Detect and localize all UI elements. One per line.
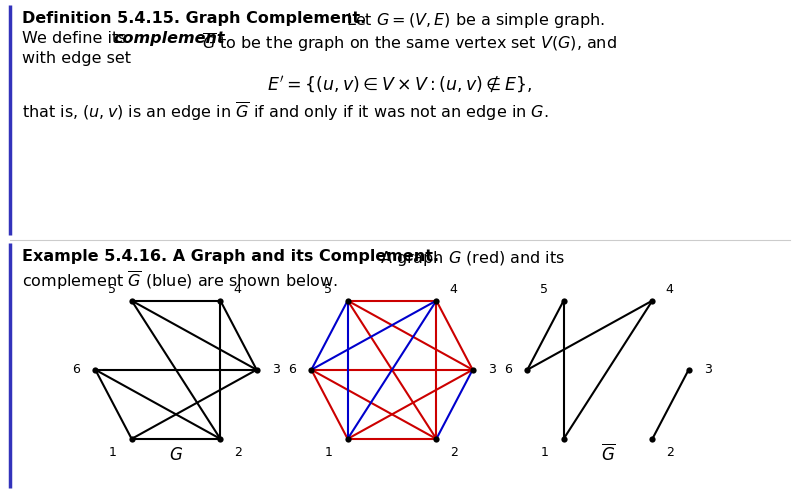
Text: 6: 6 xyxy=(72,363,80,376)
Text: 1: 1 xyxy=(541,446,548,459)
Text: $G$: $G$ xyxy=(169,446,183,464)
Text: 6: 6 xyxy=(504,363,512,376)
Text: complement $\overline{\mathit{G}}$ (blue) are shown below.: complement $\overline{\mathit{G}}$ (blue… xyxy=(22,269,338,292)
Text: 3: 3 xyxy=(488,363,496,376)
Text: Example 5.4.16. A Graph and its Complement.: Example 5.4.16. A Graph and its Compleme… xyxy=(22,249,439,264)
Text: 4: 4 xyxy=(450,282,458,296)
Text: 4: 4 xyxy=(234,282,242,296)
Text: 2: 2 xyxy=(450,446,458,459)
Text: 3: 3 xyxy=(704,363,712,376)
Text: 2: 2 xyxy=(666,446,674,459)
Text: with edge set: with edge set xyxy=(22,51,131,66)
Text: 5: 5 xyxy=(325,282,333,296)
Text: 4: 4 xyxy=(666,282,674,296)
Text: complement: complement xyxy=(113,31,225,46)
Text: 3: 3 xyxy=(272,363,280,376)
Text: 5: 5 xyxy=(541,282,549,296)
Text: 1: 1 xyxy=(325,446,332,459)
Text: Let $\mathit{G} = (\mathit{V}, \mathit{E})$ be a simple graph.: Let $\mathit{G} = (\mathit{V}, \mathit{E… xyxy=(336,11,606,30)
Text: that is, $(\mathit{u}, \mathit{v})$ is an edge in $\overline{\mathit{G}}$ if and: that is, $(\mathit{u}, \mathit{v})$ is a… xyxy=(22,100,549,123)
Text: 1: 1 xyxy=(109,446,116,459)
Text: 5: 5 xyxy=(109,282,117,296)
Text: We define its: We define its xyxy=(22,31,132,46)
Text: 6: 6 xyxy=(288,363,296,376)
Text: Definition 5.4.15. Graph Complement.: Definition 5.4.15. Graph Complement. xyxy=(22,11,366,26)
Text: $\overline{\mathit{G}}$ to be the graph on the same vertex set $\mathit{V}(\math: $\overline{\mathit{G}}$ to be the graph … xyxy=(197,31,617,54)
Text: $\overline{G}$: $\overline{G}$ xyxy=(601,443,615,464)
Text: 2: 2 xyxy=(234,446,242,459)
Text: A graph $\mathit{G}$ (red) and its: A graph $\mathit{G}$ (red) and its xyxy=(370,249,565,268)
Text: $\mathit{E'} = \{(\mathit{u}, \mathit{v}) \in \mathit{V} \times \mathit{V} : (\m: $\mathit{E'} = \{(\mathit{u}, \mathit{v}… xyxy=(267,73,533,94)
